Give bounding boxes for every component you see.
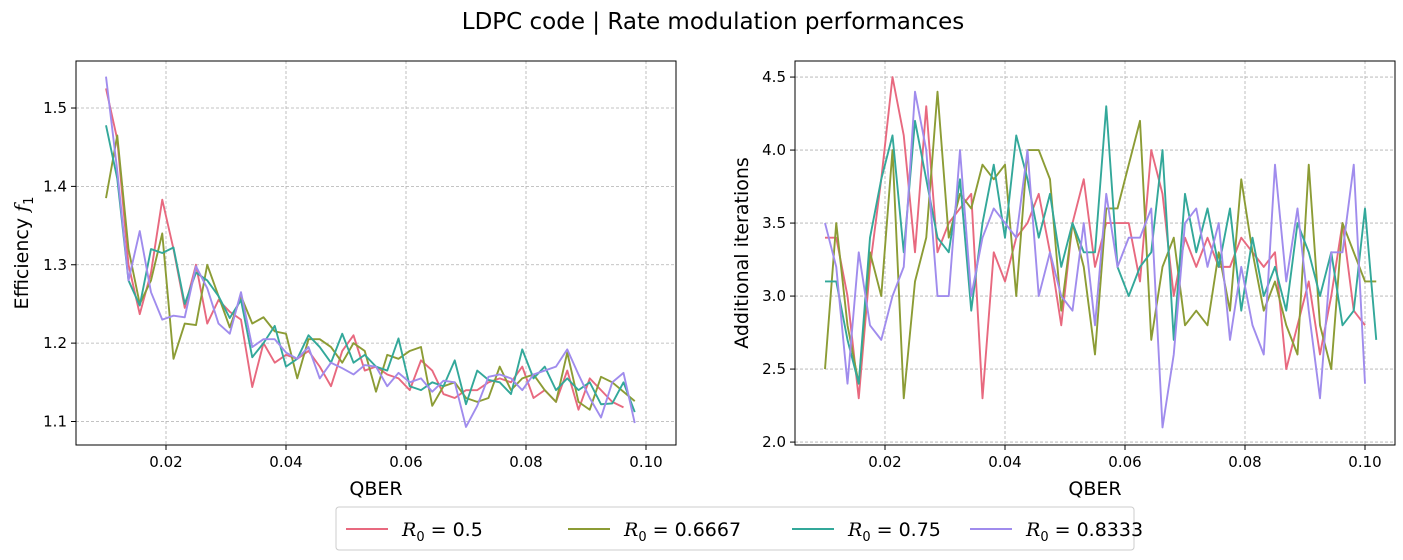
legend-label-0: R0 = 0.5 <box>401 519 483 545</box>
y-axis-label-subscript: 1 <box>22 197 37 205</box>
series-line-0 <box>825 76 1366 400</box>
x-tick-label: 0.08 <box>509 453 542 471</box>
legend-symbol: R <box>623 519 638 541</box>
legend-subscript: 0 <box>862 530 870 545</box>
legend-value: = 0.5 <box>425 519 483 541</box>
x-tick-label: 0.02 <box>868 453 901 471</box>
series-line-1 <box>105 134 636 411</box>
legend-subscript: 0 <box>416 530 424 545</box>
y-tick-label: 1.5 <box>43 99 67 117</box>
x-tick-label: 0.08 <box>1228 453 1261 471</box>
axes-frame <box>75 60 677 446</box>
y-axis-label-math: f <box>11 202 33 214</box>
x-tick-label: 0.10 <box>1348 453 1381 471</box>
y-tick-label: 1.2 <box>43 334 67 352</box>
legend-subscript: 0 <box>638 530 646 545</box>
legend: R0 = 0.5 R0 = 0.6667 R0 = 0.75 R0 = 0.8333 <box>335 506 1143 551</box>
y-tick-label: 1.1 <box>43 412 67 430</box>
x-tick-label: 0.04 <box>988 453 1021 471</box>
figure-title: LDPC code | Rate modulation performances <box>462 9 964 35</box>
y-tick-label: 3.5 <box>762 214 786 232</box>
y-axis-label: Additional iterations <box>731 157 753 349</box>
y-tick-label: 4.0 <box>762 141 786 159</box>
legend-subscript: 0 <box>1040 530 1048 545</box>
y-tick-label: 1.4 <box>43 177 67 195</box>
y-tick-label: 1.3 <box>43 256 67 274</box>
x-tick-label: 0.10 <box>629 453 662 471</box>
efficiency-plot: 0.02 0.04 0.06 0.08 0.10 1.1 1.2 1.3 1.4 1.5 QBER E… <box>11 60 677 500</box>
legend-label-3: R0 = 0.8333 <box>1025 519 1143 545</box>
legend-value: = 0.6667 <box>647 519 741 541</box>
y-tick-label: 4.5 <box>762 68 786 86</box>
y-tick-label: 2.0 <box>762 433 786 451</box>
legend-label-2: R0 = 0.75 <box>847 519 941 545</box>
x-axis-label: QBER <box>1068 478 1121 500</box>
legend-symbol: R <box>1025 519 1040 541</box>
x-tick-label: 0.06 <box>1108 453 1141 471</box>
x-axis-label: QBER <box>349 478 402 500</box>
axes-frame <box>794 60 1396 446</box>
legend-value: = 0.8333 <box>1049 519 1143 541</box>
iterations-plot: 0.02 0.04 0.06 0.08 0.10 2.0 2.5 3.0 3.5 4.0 4.5 QB… <box>731 60 1396 500</box>
y-axis-label-text: Efficiency <box>11 212 33 310</box>
y-axis-label-text: Additional iterations <box>731 157 753 349</box>
x-tick-label: 0.04 <box>269 453 302 471</box>
legend-symbol: R <box>847 519 862 541</box>
y-axis-label: Efficiency f1 <box>11 197 37 310</box>
series-line-2 <box>825 105 1378 385</box>
series-line-3 <box>824 90 1366 429</box>
y-tick-label: 2.5 <box>762 360 786 378</box>
legend-label-1: R0 = 0.6667 <box>623 519 741 545</box>
series-line-3 <box>105 76 636 428</box>
x-tick-label: 0.02 <box>149 453 182 471</box>
legend-frame <box>335 506 1135 551</box>
x-tick-label: 0.06 <box>389 453 422 471</box>
y-tick-label: 3.0 <box>762 287 786 305</box>
series-line-1 <box>824 90 1377 400</box>
legend-value: = 0.75 <box>871 519 941 541</box>
legend-symbol: R <box>401 519 416 541</box>
